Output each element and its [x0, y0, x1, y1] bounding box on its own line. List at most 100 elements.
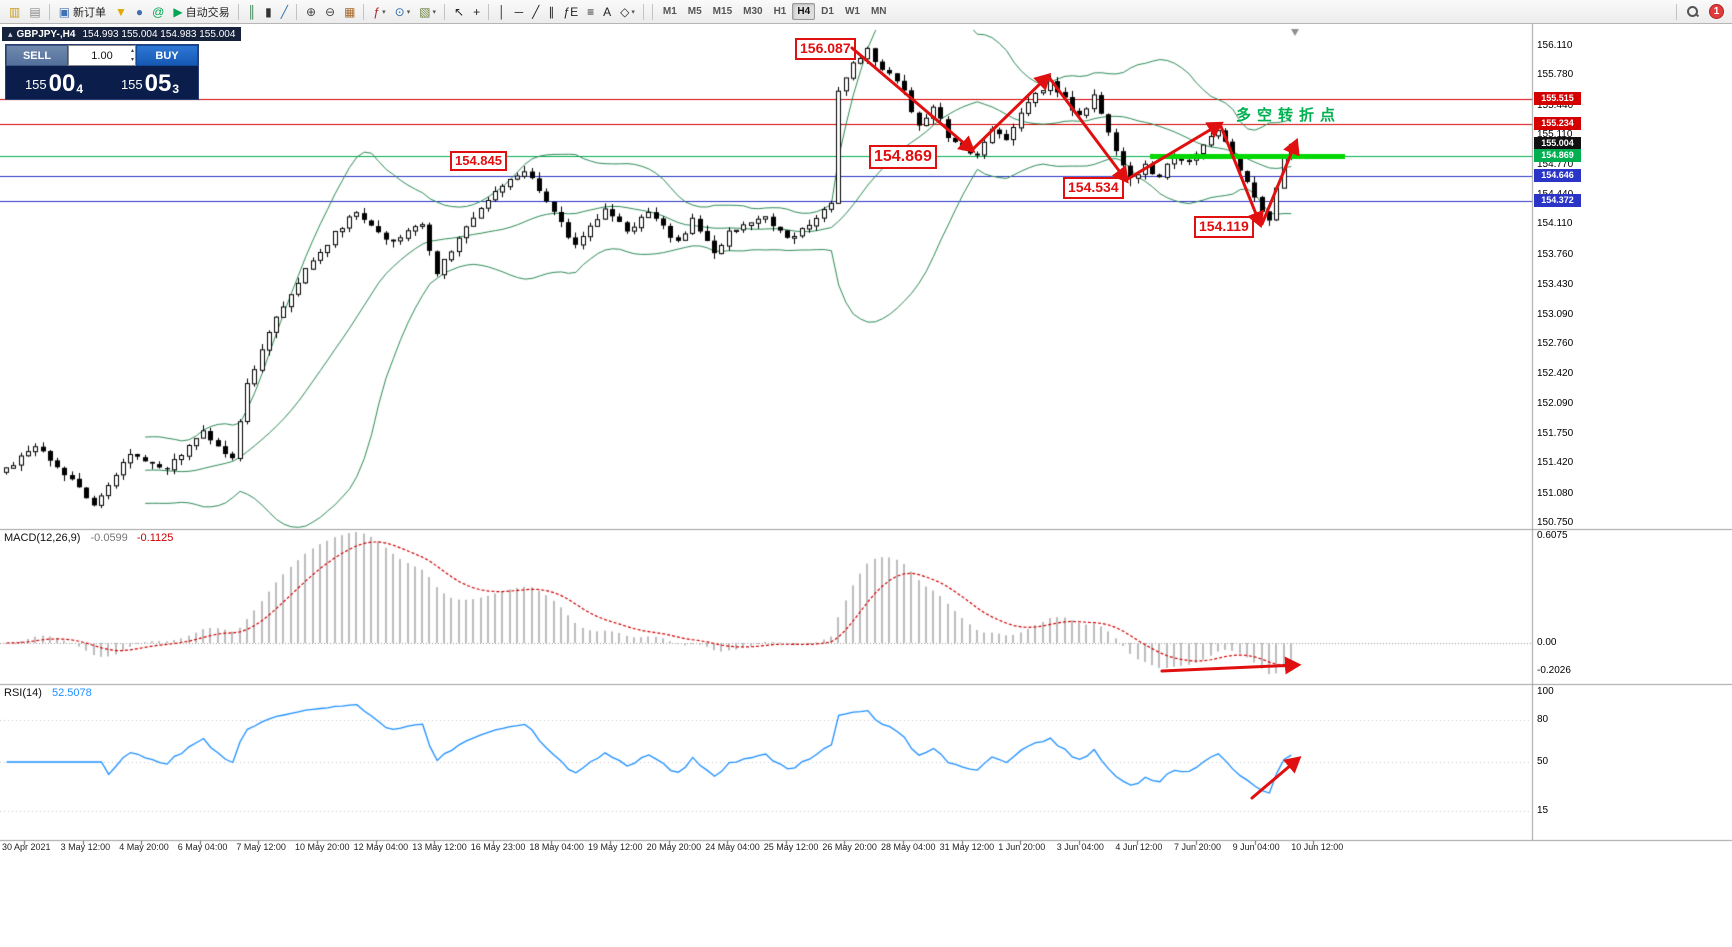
fibonacci-icon: ƒE: [563, 4, 579, 19]
market-watch-button[interactable]: ●: [132, 2, 147, 22]
zoom-out-button[interactable]: ⊖: [321, 2, 339, 22]
trendline-icon: ╱: [532, 4, 540, 19]
timeframe-m1-button[interactable]: M1: [658, 3, 682, 20]
search-icon: [1686, 5, 1699, 18]
toolbar-separator: [444, 3, 446, 20]
timeframe-m15-button[interactable]: M15: [708, 3, 737, 20]
macd-main-value: -0.0599: [90, 532, 128, 544]
dropdown-caret-icon: ▾: [382, 8, 386, 16]
price-axis-label: 154.770: [1537, 159, 1574, 171]
timeframe-d1-button[interactable]: D1: [816, 3, 839, 20]
timeframe-h1-button[interactable]: H1: [769, 3, 792, 20]
text-button[interactable]: A: [599, 2, 615, 22]
turning-point-note[interactable]: 多空转折点: [1236, 107, 1342, 124]
toolbar-separator: [295, 3, 297, 20]
timeframe-w1-button[interactable]: W1: [840, 3, 865, 20]
price-annotation[interactable]: 154.119: [1194, 216, 1254, 238]
bar-chart-button[interactable]: ║: [244, 2, 261, 22]
spin-down-icon[interactable]: ▾: [130, 56, 134, 63]
trade-prices-row: 155 00 4 155 05 3: [6, 66, 198, 99]
shapes-button[interactable]: ◇ ▾: [616, 2, 639, 22]
channel-button[interactable]: ∥: [544, 2, 558, 22]
funnel-button[interactable]: ▼: [111, 2, 131, 22]
volume-field[interactable]: 1.00 ▴ ▾: [68, 45, 136, 66]
rsi-label: RSI(14) 52.5078: [4, 687, 92, 699]
crosshair-button[interactable]: +: [469, 2, 484, 22]
charts-button[interactable]: ▥: [5, 2, 24, 22]
buy-button[interactable]: BUY: [136, 45, 198, 66]
horizontal-line-icon: ─: [514, 4, 524, 19]
price-axis-label: 155.110: [1537, 128, 1573, 140]
horizontal-line-button[interactable]: ─: [511, 2, 528, 22]
time-axis-label: 18 May 04:00: [529, 842, 584, 852]
community-button[interactable]: @: [148, 2, 168, 22]
templates-button[interactable]: ▧ ▾: [415, 2, 440, 22]
sell-button[interactable]: SELL: [6, 45, 68, 66]
charts-icon: ▥: [9, 4, 21, 19]
sell-price-pips: 00: [48, 70, 76, 97]
symbol-quote-bar: ▴ GBPJPY-,H4 154.993 155.004 154.983 155…: [2, 27, 242, 41]
notifications-badge[interactable]: 1: [1709, 4, 1724, 19]
periods-button[interactable]: ⊙ ▾: [391, 2, 415, 22]
timeframe-h4-button[interactable]: H4: [792, 3, 816, 20]
price-axis-label: 153.760: [1537, 249, 1574, 261]
chart-canvas[interactable]: [0, 24, 1732, 947]
toolbar-separator: [1676, 3, 1677, 20]
price-tag: 154.372: [1534, 193, 1581, 207]
price-axis-label: 153.090: [1537, 308, 1574, 320]
market-watch-icon: ●: [135, 4, 144, 19]
channel-icon: ∥: [548, 4, 555, 19]
new-order-button[interactable]: ▣ 新订单: [55, 2, 110, 22]
time-axis-label: 25 May 12:00: [763, 842, 819, 852]
price-annotation[interactable]: 154.869: [869, 145, 937, 169]
dropdown-caret-icon: ▾: [631, 8, 635, 16]
buy-price-pips: 05: [144, 70, 172, 97]
timeframe-mn-button[interactable]: MN: [866, 3, 892, 20]
autotrading-button[interactable]: ▶ 自动交易: [169, 2, 233, 22]
macd-name: MACD(12,26,9): [4, 532, 81, 544]
price-annotation[interactable]: 154.845: [450, 151, 507, 172]
search-button[interactable]: [1682, 2, 1703, 22]
buy-price-big: 155: [120, 77, 143, 93]
up-triangle-icon: ▴: [8, 28, 13, 39]
levels-button[interactable]: ≡: [583, 2, 598, 22]
time-axis-label: 20 May 20:00: [646, 842, 702, 852]
price-tag: 155.515: [1534, 91, 1581, 105]
candlestick-chart-button[interactable]: ▮: [261, 2, 276, 22]
price-annotation[interactable]: 154.534: [1063, 177, 1124, 199]
macd-axis-label: -0.2026: [1537, 665, 1571, 676]
templates-icon: ▧: [419, 4, 431, 19]
spin-up-icon[interactable]: ▴: [130, 47, 134, 54]
indicators-button[interactable]: ƒ ▾: [369, 2, 389, 22]
time-axis-label: 24 May 04:00: [705, 842, 760, 852]
profiles-button[interactable]: ▤: [25, 2, 44, 22]
buy-price[interactable]: 155 05 3: [102, 66, 198, 99]
sell-price-point: 4: [76, 82, 84, 96]
fibonacci-button[interactable]: ƒE: [559, 2, 582, 22]
trendline-button[interactable]: ╱: [528, 2, 543, 22]
periods-icon: ⊙: [394, 4, 405, 19]
macd-signal-value: -0.1125: [136, 532, 174, 544]
line-chart-button[interactable]: ╱: [277, 2, 292, 22]
toolbar-separator: [642, 3, 644, 20]
tile-windows-button[interactable]: ▦: [340, 2, 359, 22]
sell-price[interactable]: 155 00 4: [6, 66, 102, 99]
time-axis-label: 19 May 12:00: [588, 842, 643, 852]
buy-price-point: 3: [172, 82, 180, 96]
timeframe-m30-button[interactable]: M30: [738, 3, 767, 20]
rsi-axis-label: 100: [1537, 686, 1554, 697]
rsi-name: RSI(14): [4, 687, 42, 699]
time-axis-label: 28 May 04:00: [881, 842, 936, 852]
candlestick-chart-icon: ▮: [265, 4, 272, 19]
volume-spinner[interactable]: ▴ ▾: [131, 46, 134, 64]
vertical-line-button[interactable]: │: [494, 2, 510, 22]
price-annotation[interactable]: 156.087: [795, 38, 856, 60]
time-axis-label: 3 May 12:00: [60, 842, 111, 852]
zoom-in-button[interactable]: ⊕: [302, 2, 320, 22]
autotrading-label: 自动交易: [185, 6, 230, 19]
timeframe-m5-button[interactable]: M5: [683, 3, 707, 20]
dropdown-caret-icon: ▾: [406, 8, 411, 16]
rsi-axis-label: 15: [1537, 805, 1549, 816]
cursor-button[interactable]: ↖: [450, 2, 468, 22]
macd-axis-label: 0.00: [1537, 637, 1557, 648]
